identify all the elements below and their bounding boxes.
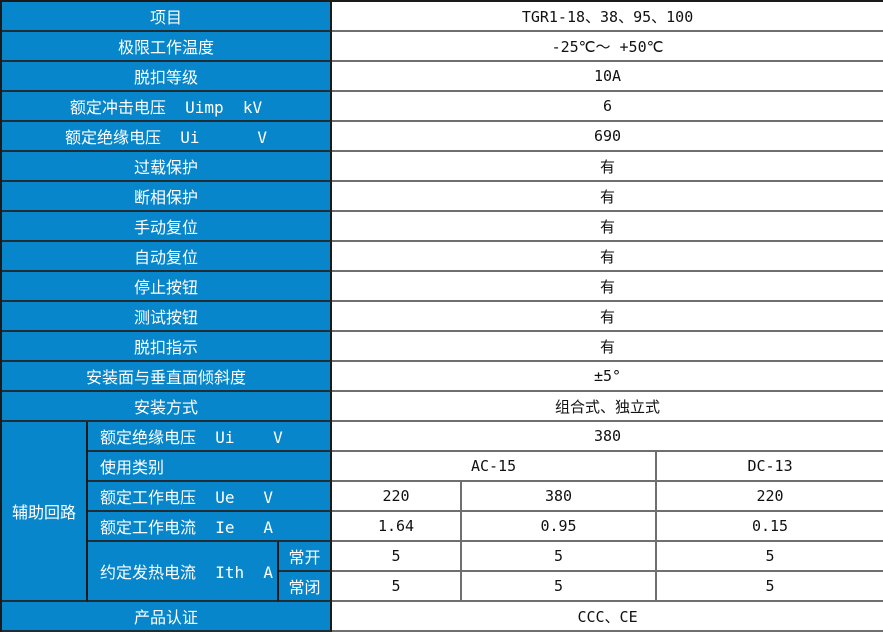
table-row: 测试按钮 有 (2, 302, 883, 332)
aux-label-category: 使用类别 (88, 452, 333, 482)
row-value-uimp: 6 (332, 92, 883, 122)
aux-label-ie: 额定工作电流 Ie A (88, 512, 333, 542)
table-row: 额定工作电流 Ie A 1.64 0.95 0.15 (2, 512, 883, 542)
table-row: 脱扣指示 有 (2, 332, 883, 362)
row-value-trip-class: 10A (332, 62, 883, 92)
aux-value-ith-no-3: 5 (657, 542, 883, 572)
row-label-mounting-tilt: 安装面与垂直面倾斜度 (2, 362, 333, 392)
aux-value-ith-nc-1: 5 (332, 572, 463, 602)
table-row: 使用类别 AC-15 DC-13 (2, 452, 883, 482)
aux-value-ui: 380 (332, 422, 883, 452)
row-value-model: TGR1-18、38、95、100 (332, 2, 883, 32)
row-label-temp-range: 极限工作温度 (2, 32, 333, 62)
aux-value-category-ac: AC-15 (332, 452, 658, 482)
aux-label-ue: 额定工作电压 Ue V (88, 482, 333, 512)
table-row: 额定冲击电压 Uimp kV 6 (2, 92, 883, 122)
table-row: 安装方式 组合式、独立式 (2, 392, 883, 422)
table-row: 常闭 5 5 5 (2, 572, 883, 602)
aux-value-ith-no-1: 5 (332, 542, 463, 572)
aux-label-ith: 约定发热电流 Ith A (88, 542, 279, 602)
row-value-mounting-method: 组合式、独立式 (332, 392, 883, 422)
row-label-uimp: 额定冲击电压 Uimp kV (2, 92, 333, 122)
row-label-test-button: 测试按钮 (2, 302, 333, 332)
table-row: 手动复位 有 (2, 212, 883, 242)
aux-label-normally-open: 常开 (279, 542, 333, 572)
table-row: 脱扣等级 10A (2, 62, 883, 92)
table-row: 自动复位 有 (2, 242, 883, 272)
row-value-stop-button: 有 (332, 272, 883, 302)
row-label-overload-protection: 过载保护 (2, 152, 333, 182)
aux-value-ith-no-2: 5 (462, 542, 658, 572)
table-row: 额定绝缘电压 Ui V 690 (2, 122, 883, 152)
aux-value-ith-nc-2: 5 (462, 572, 658, 602)
aux-value-ue-2: 380 (462, 482, 658, 512)
table-row: 停止按钮 有 (2, 272, 883, 302)
row-value-overload-protection: 有 (332, 152, 883, 182)
row-label-phase-failure-protection: 断相保护 (2, 182, 333, 212)
row-label-auto-reset: 自动复位 (2, 242, 333, 272)
aux-value-ie-2: 0.95 (462, 512, 658, 542)
row-label-trip-indication: 脱扣指示 (2, 332, 333, 362)
row-value-temp-range: -25℃～ +50℃ (332, 32, 883, 62)
row-label-trip-class: 脱扣等级 (2, 62, 333, 92)
row-label-stop-button: 停止按钮 (2, 272, 333, 302)
row-label-ui: 额定绝缘电压 Ui V (2, 122, 333, 152)
row-value-manual-reset: 有 (332, 212, 883, 242)
aux-group-label: 辅助回路 (2, 422, 88, 602)
row-label-manual-reset: 手动复位 (2, 212, 333, 242)
row-value-phase-failure-protection: 有 (332, 182, 883, 212)
table-row: 过载保护 有 (2, 152, 883, 182)
row-label-mounting-method: 安装方式 (2, 392, 333, 422)
aux-value-category-dc: DC-13 (657, 452, 883, 482)
table-row: 断相保护 有 (2, 182, 883, 212)
aux-value-ue-1: 220 (332, 482, 463, 512)
row-label-item: 项目 (2, 2, 333, 32)
row-value-ui: 690 (332, 122, 883, 152)
table-row: 额定工作电压 Ue V 220 380 220 (2, 482, 883, 512)
aux-value-ie-3: 0.15 (657, 512, 883, 542)
aux-value-ith-nc-3: 5 (657, 572, 883, 602)
table-row: 约定发热电流 Ith A 常开 5 5 5 (2, 542, 883, 602)
row-value-auto-reset: 有 (332, 242, 883, 272)
aux-label-normally-closed: 常闭 (279, 572, 333, 602)
table-row: 极限工作温度 -25℃～ +50℃ (2, 32, 883, 62)
row-label-certification: 产品认证 (2, 602, 333, 632)
aux-value-ue-3: 220 (657, 482, 883, 512)
row-value-mounting-tilt: ±5° (332, 362, 883, 392)
aux-label-ui: 额定绝缘电压 Ui V (88, 422, 333, 452)
table-row: 安装面与垂直面倾斜度 ±5° (2, 362, 883, 392)
table-row: 辅助回路 额定绝缘电压 Ui V 380 (2, 422, 883, 602)
table-row: 产品认证 CCC、CE (2, 602, 883, 632)
table-row: 项目 TGR1-18、38、95、100 (2, 2, 883, 32)
row-value-certification: CCC、CE (332, 602, 883, 632)
row-value-test-button: 有 (332, 302, 883, 332)
row-value-trip-indication: 有 (332, 332, 883, 362)
aux-value-ie-1: 1.64 (332, 512, 463, 542)
